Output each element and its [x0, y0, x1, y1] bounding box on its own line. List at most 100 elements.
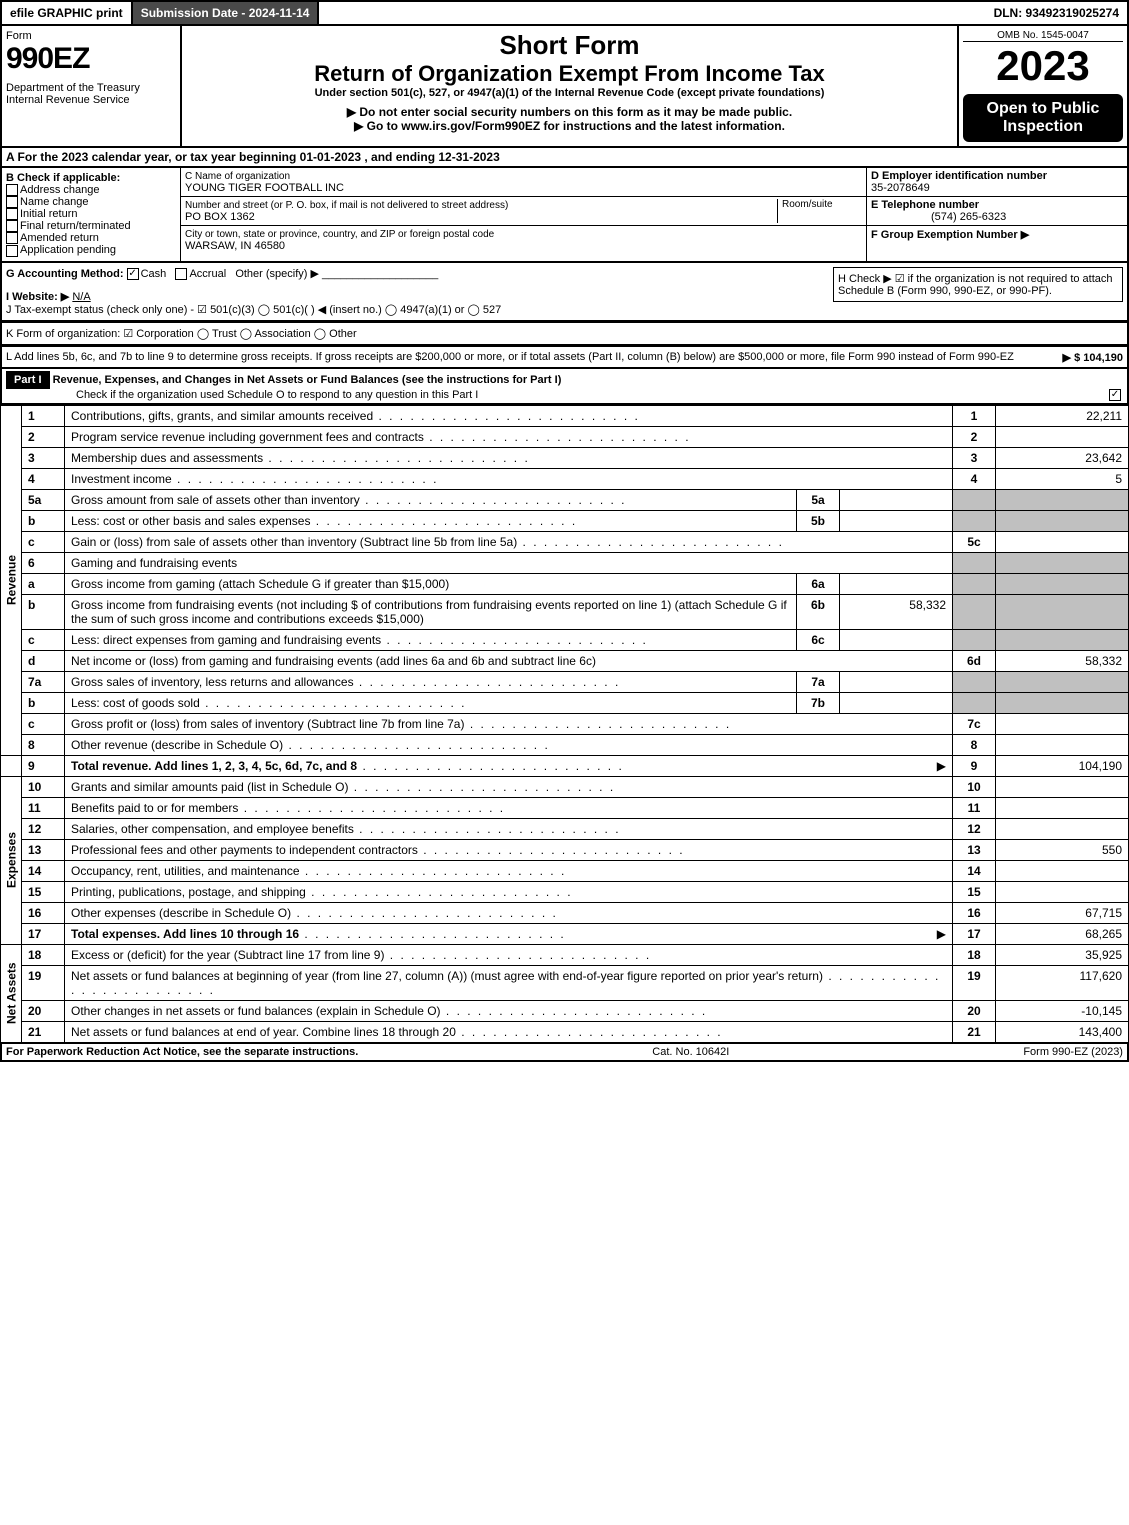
line-18: Net Assets 18 Excess or (deficit) for th…	[1, 944, 1129, 965]
section-l-text: L Add lines 5b, 6c, and 7b to line 9 to …	[6, 351, 1014, 363]
group-exemption-label: F Group Exemption Number ▶	[871, 229, 1029, 241]
street-label: Number and street (or P. O. box, if mail…	[185, 200, 508, 211]
section-d: D Employer identification number 35-2078…	[867, 168, 1127, 197]
part-1-check-o: Check if the organization used Schedule …	[6, 389, 478, 401]
section-k-row: K Form of organization: ☑ Corporation ◯ …	[0, 322, 1129, 346]
dept-label: Department of the Treasury Internal Reve…	[6, 82, 176, 106]
line-3: 3 Membership dues and assessments 3 23,6…	[1, 447, 1129, 468]
org-name-block: C Name of organization YOUNG TIGER FOOTB…	[181, 168, 866, 197]
line-6c: c Less: direct expenses from gaming and …	[1, 629, 1129, 650]
line-8: 8 Other revenue (describe in Schedule O)…	[1, 734, 1129, 755]
line-5c: c Gain or (loss) from sale of assets oth…	[1, 531, 1129, 552]
footer-mid: Cat. No. 10642I	[652, 1046, 729, 1058]
part-1-label: Part I	[6, 371, 50, 389]
line-5a: 5a Gross amount from sale of assets othe…	[1, 489, 1129, 510]
netassets-vertical-label: Net Assets	[1, 944, 22, 1042]
line-7a: 7a Gross sales of inventory, less return…	[1, 671, 1129, 692]
line-15: 15 Printing, publications, postage, and …	[1, 881, 1129, 902]
section-e: E Telephone number (574) 265-6323	[867, 197, 1127, 226]
short-form-title: Short Form	[186, 30, 953, 61]
chk-cash[interactable]	[127, 268, 139, 280]
line-6d: d Net income or (loss) from gaming and f…	[1, 650, 1129, 671]
website-value: N/A	[72, 291, 90, 303]
section-b-label: B Check if applicable:	[6, 172, 176, 184]
part-1-header-row: Part I Revenue, Expenses, and Changes in…	[0, 369, 1129, 405]
city-label: City or town, state or province, country…	[185, 229, 494, 240]
line-4: 4 Investment income 4 5	[1, 468, 1129, 489]
submission-date: Submission Date - 2024-11-14	[133, 2, 320, 24]
line-6: 6 Gaming and fundraising events	[1, 552, 1129, 573]
line-13: 13 Professional fees and other payments …	[1, 839, 1129, 860]
line-21: 21 Net assets or fund balances at end of…	[1, 1021, 1129, 1042]
line-14: 14 Occupancy, rent, utilities, and maint…	[1, 860, 1129, 881]
org-name: YOUNG TIGER FOOTBALL INC	[185, 182, 344, 194]
section-b: B Check if applicable: Address change Na…	[2, 168, 181, 261]
phone-label: E Telephone number	[871, 199, 979, 211]
section-j: J Tax-exempt status (check only one) - ☑…	[6, 303, 1123, 316]
ein-value: 35-2078649	[871, 182, 930, 194]
line-2: 2 Program service revenue including gove…	[1, 426, 1129, 447]
section-bcdef: B Check if applicable: Address change Na…	[0, 168, 1129, 263]
line-5b: b Less: cost or other basis and sales ex…	[1, 510, 1129, 531]
revenue-vertical-label: Revenue	[1, 405, 22, 755]
omb-label: OMB No. 1545-0047	[963, 30, 1123, 42]
line-17: 17 Total expenses. Add lines 10 through …	[1, 923, 1129, 944]
open-public-badge: Open to Public Inspection	[963, 94, 1123, 142]
section-c: C Name of organization YOUNG TIGER FOOTB…	[181, 168, 867, 261]
street-block: Number and street (or P. O. box, if mail…	[181, 197, 866, 226]
phone-value: (574) 265-6323	[871, 211, 1006, 223]
line-7c: c Gross profit or (loss) from sales of i…	[1, 713, 1129, 734]
line-6b: b Gross income from fundraising events (…	[1, 594, 1129, 629]
subtitle: Under section 501(c), 527, or 4947(a)(1)…	[186, 87, 953, 99]
city-block: City or town, state or province, country…	[181, 226, 866, 254]
footer-row: For Paperwork Reduction Act Notice, see …	[0, 1043, 1129, 1062]
section-l-row: L Add lines 5b, 6c, and 7b to line 9 to …	[0, 346, 1129, 369]
chk-application-pending[interactable]: Application pending	[6, 244, 176, 256]
line-12: 12 Salaries, other compensation, and emp…	[1, 818, 1129, 839]
section-a: A For the 2023 calendar year, or tax yea…	[0, 148, 1129, 168]
warn-link: ▶ Go to www.irs.gov/Form990EZ for instru…	[186, 119, 953, 133]
chk-name-change[interactable]: Name change	[6, 196, 176, 208]
footer-right: Form 990-EZ (2023)	[1023, 1046, 1123, 1058]
street-value: PO BOX 1362	[185, 211, 255, 223]
return-title: Return of Organization Exempt From Incom…	[186, 61, 953, 87]
section-ghijkl: H Check ▶ ☑ if the organization is not r…	[0, 263, 1129, 322]
efile-label: efile GRAPHIC print	[2, 2, 133, 24]
line-1: Revenue 1 Contributions, gifts, grants, …	[1, 405, 1129, 426]
footer-left: For Paperwork Reduction Act Notice, see …	[6, 1046, 358, 1058]
chk-schedule-o[interactable]	[1109, 389, 1121, 401]
chk-amended-return[interactable]: Amended return	[6, 232, 176, 244]
warn-ssn: ▶ Do not enter social security numbers o…	[186, 105, 953, 119]
line-9: 9 Total revenue. Add lines 1, 2, 3, 4, 5…	[1, 755, 1129, 776]
line-10: Expenses 10 Grants and similar amounts p…	[1, 776, 1129, 797]
chk-final-return[interactable]: Final return/terminated	[6, 220, 176, 232]
header-mid: Short Form Return of Organization Exempt…	[182, 26, 959, 146]
section-l-value: ▶ $ 104,190	[1063, 351, 1123, 364]
header-left: Form 990EZ Department of the Treasury In…	[2, 26, 182, 146]
part-1-table: Revenue 1 Contributions, gifts, grants, …	[0, 405, 1129, 1043]
line-11: 11 Benefits paid to or for members 11	[1, 797, 1129, 818]
line-6a: a Gross income from gaming (attach Sched…	[1, 573, 1129, 594]
header-right: OMB No. 1545-0047 2023 Open to Public In…	[959, 26, 1127, 146]
tax-year: 2023	[963, 42, 1123, 90]
room-label: Room/suite	[777, 199, 862, 223]
line-20: 20 Other changes in net assets or fund b…	[1, 1000, 1129, 1021]
line-19: 19 Net assets or fund balances at beginn…	[1, 965, 1129, 1000]
section-def: D Employer identification number 35-2078…	[867, 168, 1127, 261]
top-bar: efile GRAPHIC print Submission Date - 20…	[0, 0, 1129, 26]
chk-initial-return[interactable]: Initial return	[6, 208, 176, 220]
dln-label: DLN: 93492319025274	[986, 2, 1127, 24]
section-f: F Group Exemption Number ▶	[867, 226, 1127, 243]
chk-address-change[interactable]: Address change	[6, 184, 176, 196]
part-1-title: Revenue, Expenses, and Changes in Net As…	[53, 374, 562, 386]
form-label: Form	[6, 30, 176, 42]
line-16: 16 Other expenses (describe in Schedule …	[1, 902, 1129, 923]
ein-label: D Employer identification number	[871, 170, 1047, 182]
chk-accrual[interactable]	[175, 268, 187, 280]
city-value: WARSAW, IN 46580	[185, 240, 285, 252]
form-number: 990EZ	[6, 42, 176, 76]
form-header: Form 990EZ Department of the Treasury In…	[0, 26, 1129, 148]
line-7b: b Less: cost of goods sold 7b	[1, 692, 1129, 713]
spacer	[319, 2, 985, 24]
section-h: H Check ▶ ☑ if the organization is not r…	[833, 267, 1123, 302]
